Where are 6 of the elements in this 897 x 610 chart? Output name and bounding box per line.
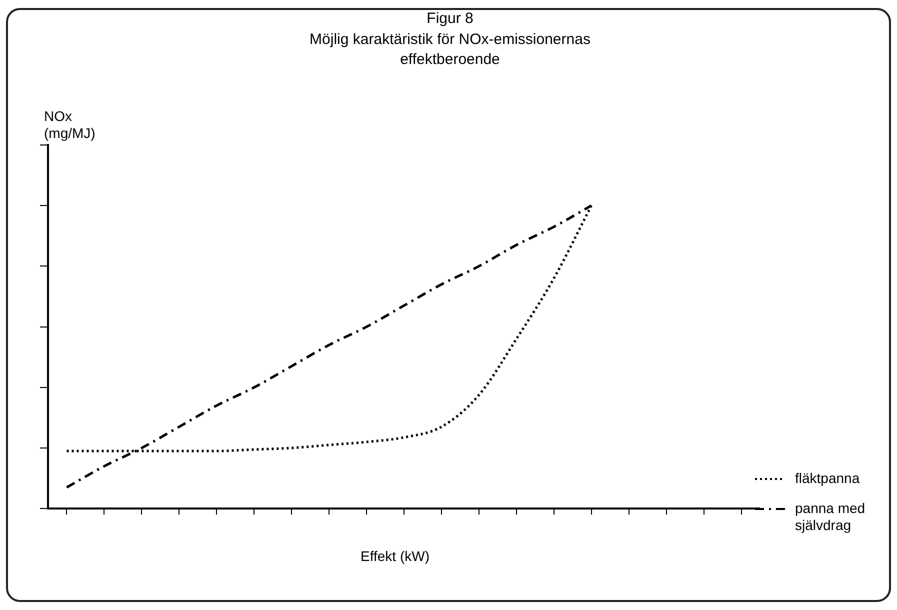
legend-label: panna med självdrag (795, 500, 866, 534)
y-axis-title: NOx (mg/MJ) (44, 108, 96, 142)
chart-subtitle: Möjlig karaktäristik för NOx-emissionernas effektberoende (308, 30, 592, 70)
legend-label: fläktpanna (795, 470, 861, 487)
chart-title: Figur 8 (426, 10, 474, 27)
x-axis-title: Effekt (kW) (360, 547, 430, 566)
